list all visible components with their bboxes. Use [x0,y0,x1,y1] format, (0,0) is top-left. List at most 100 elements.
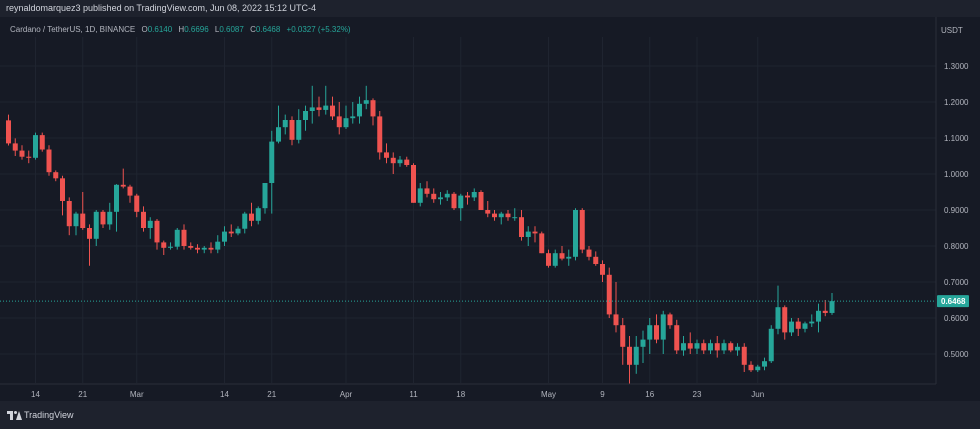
candle-body [336,116,342,128]
candle-body [559,253,565,259]
candle-body [262,183,268,209]
candle-body [404,159,410,165]
candle-body [829,301,835,313]
candle-body [114,184,119,212]
candle-body [465,195,470,198]
time-tick-label: 21 [267,390,276,399]
time-tick-label: 23 [693,390,702,399]
publisher-line: reynaldomarquez3 published on TradingVie… [6,3,317,13]
candle-body [546,253,551,266]
candle-body [87,228,92,239]
candle-body [701,343,707,351]
candle-body [242,213,248,229]
time-tick-label: May [541,390,556,399]
footer [0,401,980,429]
candle-body [640,339,646,347]
candle-body [721,343,727,351]
candle-body [660,314,666,340]
candle-body [397,159,403,164]
candle-body [492,213,497,218]
grid [0,37,936,391]
tradingview-logo[interactable]: TradingView [7,410,74,420]
last-price-label: 0.6468 [941,297,966,306]
candle-body [802,323,808,329]
price-tick-label: 1.1000 [944,134,969,143]
publisher-bar: reynaldomarquez3 published on TradingVie… [0,0,980,17]
change-value: +0.0327 (+5.32%) [286,25,351,34]
candle-body [100,211,106,225]
chart-area[interactable] [0,17,980,401]
candle-body [795,321,801,329]
candle-body [296,120,302,140]
candle-body [350,116,356,119]
candle-body [741,346,747,365]
candle-body [674,325,680,351]
candle-body [174,229,180,247]
candle-body [208,247,214,250]
candle-body [647,325,653,340]
time-tick-label: 11 [409,390,418,399]
time-axis[interactable]: 14 21 Mar 14 21 Apr 11 18 May 9 16 23 Jun [0,383,980,401]
time-tick-label: 21 [78,390,87,399]
time-tick-label: 18 [456,390,465,399]
price-tick-label: 0.8000 [944,242,969,251]
candle-body [390,157,396,164]
close-label: C [250,25,256,34]
candle-body [289,120,295,140]
candle-body [505,213,511,218]
candle-body [201,247,207,250]
candle-body [809,321,815,324]
candle-body [33,135,38,158]
candles [0,85,936,390]
candle-body [73,213,79,227]
candle-body [586,249,592,257]
candle-body [471,192,477,198]
candle-body [411,165,416,203]
candle-body [195,247,200,250]
candle-body [600,264,605,275]
last-price-tag [937,295,969,308]
candle-body [579,210,585,250]
candle-body [573,210,578,257]
candle-body [728,343,734,351]
candle-body [627,346,632,365]
candle-body [816,310,821,322]
price-tick-label: 1.0000 [944,170,969,179]
candle-body [141,211,146,228]
tradingview-icon [7,410,22,420]
candle-body [424,188,430,194]
candle-body [822,310,828,313]
candle-body [755,366,761,371]
candle-body [26,156,32,158]
candle-body [654,325,659,340]
candle-body [215,241,221,250]
price-axis[interactable]: 1.3000 1.2000 1.1000 1.0000 0.9000 0.8000 0.70… [935,17,980,401]
time-tick-label: 16 [645,390,654,399]
symbol-name: Cardano / TetherUS, 1D, BINANCE [10,25,136,34]
candle-body [498,213,504,218]
candle-body [46,149,52,173]
candle-body [343,118,349,128]
candle-body [431,193,437,200]
candle-body [39,135,45,150]
symbol-legend: Cardano / TetherUS, 1D, BINANCE O0.6140 … [10,25,351,34]
candle-body [512,217,518,219]
candle-body [309,107,315,111]
low-label: L [214,25,220,34]
candle-body [276,127,281,142]
candle-body [107,211,113,225]
candle-body [606,274,612,315]
candle-body [735,346,740,351]
candle-body [222,231,227,242]
candle-body [681,343,686,351]
time-tick-label: Jun [751,390,764,399]
open-label: O [141,25,148,34]
currency-label: USDT [941,26,963,35]
candle-body [417,188,423,203]
candle-body [667,314,673,326]
candle-body [19,150,25,157]
candle-body [789,321,794,333]
candle-body [593,256,599,264]
candle-body [370,100,376,117]
